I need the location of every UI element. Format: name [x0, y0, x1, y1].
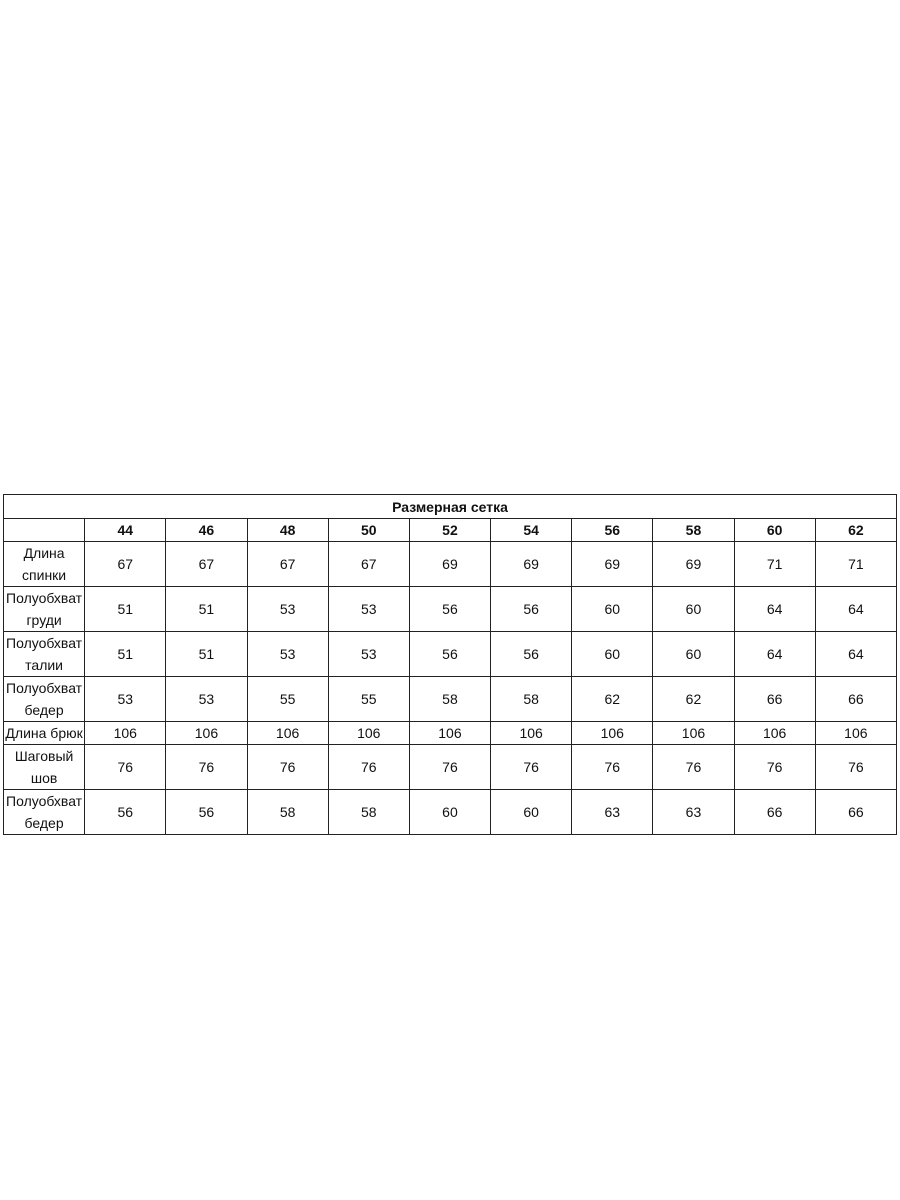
measurement-cell: 51 [84, 631, 167, 677]
measurement-cell: 51 [165, 631, 248, 677]
table-row: Полуобхват талии 51 51 53 53 56 56 60 60 64 64 [2, 631, 898, 677]
measurement-cell: 106 [327, 721, 410, 745]
measurement-cell: 56 [408, 631, 492, 677]
measurement-cell: 106 [571, 721, 654, 745]
measurement-cell: 53 [327, 631, 410, 677]
size-header-cell: 54 [490, 518, 573, 542]
row-label: Полуобхват талии [2, 631, 86, 677]
measurement-cell: 106 [652, 721, 735, 745]
size-header-cell: 48 [246, 518, 329, 542]
measurement-cell: 53 [327, 586, 410, 632]
table-title: Размерная сетка [3, 494, 897, 519]
title-row: Размерная сетка [3, 494, 897, 519]
measurement-cell: 66 [814, 789, 898, 835]
measurement-cell: 106 [246, 721, 329, 745]
measurement-cell: 106 [165, 721, 248, 745]
size-header-row: 44 46 48 50 52 54 56 58 60 62 [2, 518, 898, 542]
measurement-cell: 63 [652, 789, 735, 835]
row-label: Длина брюк [2, 721, 86, 745]
measurement-cell: 71 [733, 541, 816, 587]
measurement-cell: 69 [571, 541, 654, 587]
measurement-cell: 67 [165, 541, 248, 587]
measurement-cell: 55 [327, 676, 410, 722]
measurement-cell: 106 [814, 721, 898, 745]
size-header-cell: 58 [652, 518, 735, 542]
size-header-cell: 46 [165, 518, 248, 542]
measurement-cell: 69 [652, 541, 735, 587]
measurement-cell: 67 [246, 541, 329, 587]
measurement-cell: 76 [408, 744, 492, 790]
measurement-cell: 76 [490, 744, 573, 790]
measurement-cell: 58 [408, 676, 492, 722]
table-row: Шаговый шов 76 76 76 76 76 76 76 76 76 76 [2, 744, 898, 790]
measurement-cell: 60 [571, 631, 654, 677]
header-corner-cell [2, 518, 86, 542]
measurement-cell: 56 [490, 586, 573, 632]
measurement-cell: 60 [652, 586, 735, 632]
measurement-cell: 60 [408, 789, 492, 835]
measurement-cell: 76 [165, 744, 248, 790]
size-header-cell: 44 [84, 518, 167, 542]
row-label: Полуобхват груди [2, 586, 86, 632]
measurement-cell: 63 [571, 789, 654, 835]
measurement-cell: 106 [490, 721, 573, 745]
measurement-cell: 56 [165, 789, 248, 835]
measurement-cell: 66 [733, 789, 816, 835]
row-label: Длина спинки [2, 541, 86, 587]
measurement-cell: 64 [814, 631, 898, 677]
measurement-cell: 56 [490, 631, 573, 677]
measurement-cell: 76 [652, 744, 735, 790]
measurement-cell: 67 [327, 541, 410, 587]
measurement-cell: 106 [408, 721, 492, 745]
size-header-cell: 56 [571, 518, 654, 542]
row-label: Полуобхват бедер [2, 676, 86, 722]
measurement-cell: 56 [408, 586, 492, 632]
measurement-cell: 53 [84, 676, 167, 722]
measurement-cell: 67 [84, 541, 167, 587]
row-label: Шаговый шов [2, 744, 86, 790]
measurement-cell: 53 [165, 676, 248, 722]
measurement-cell: 60 [490, 789, 573, 835]
table-row: Полуобхват бедер 53 53 55 55 58 58 62 62 66 66 [2, 676, 898, 722]
table-row: Длина спинки 67 67 67 67 69 69 69 69 71 71 [2, 541, 898, 587]
measurement-cell: 60 [571, 586, 654, 632]
measurement-cell: 76 [733, 744, 816, 790]
measurement-cell: 64 [814, 586, 898, 632]
table-row: Длина брюк 106 106 106 106 106 106 106 106 106 106 [2, 721, 898, 745]
measurement-cell: 62 [571, 676, 654, 722]
table-row: Полуобхват груди 51 51 53 53 56 56 60 60 64 64 [2, 586, 898, 632]
measurement-cell: 58 [327, 789, 410, 835]
measurement-cell: 64 [733, 586, 816, 632]
size-header-cell: 62 [814, 518, 898, 542]
size-header-cell: 50 [327, 518, 410, 542]
size-chart-table: Размерная сетка 44 46 48 50 52 54 56 58 60 62 Длин… [2, 494, 898, 835]
measurement-cell: 56 [84, 789, 167, 835]
measurement-cell: 66 [733, 676, 816, 722]
measurement-cell: 58 [490, 676, 573, 722]
measurement-cell: 60 [652, 631, 735, 677]
measurement-cell: 51 [165, 586, 248, 632]
measurement-cell: 71 [814, 541, 898, 587]
measurement-cell: 53 [246, 631, 329, 677]
measurement-cell: 55 [246, 676, 329, 722]
table-row: Полуобхват бедер 56 56 58 58 60 60 63 63 66 66 [2, 789, 898, 835]
measurement-cell: 106 [84, 721, 167, 745]
measurement-cell: 58 [246, 789, 329, 835]
measurement-cell: 66 [814, 676, 898, 722]
measurement-cell: 69 [490, 541, 573, 587]
measurement-cell: 69 [408, 541, 492, 587]
measurement-cell: 106 [733, 721, 816, 745]
measurement-cell: 76 [327, 744, 410, 790]
measurement-cell: 64 [733, 631, 816, 677]
size-header-cell: 60 [733, 518, 816, 542]
measurement-cell: 76 [814, 744, 898, 790]
size-header-cell: 52 [408, 518, 492, 542]
row-label: Полуобхват бедер [2, 789, 86, 835]
measurement-cell: 76 [571, 744, 654, 790]
measurement-cell: 51 [84, 586, 167, 632]
measurement-cell: 76 [246, 744, 329, 790]
measurement-cell: 76 [84, 744, 167, 790]
measurement-cell: 62 [652, 676, 735, 722]
measurement-cell: 53 [246, 586, 329, 632]
